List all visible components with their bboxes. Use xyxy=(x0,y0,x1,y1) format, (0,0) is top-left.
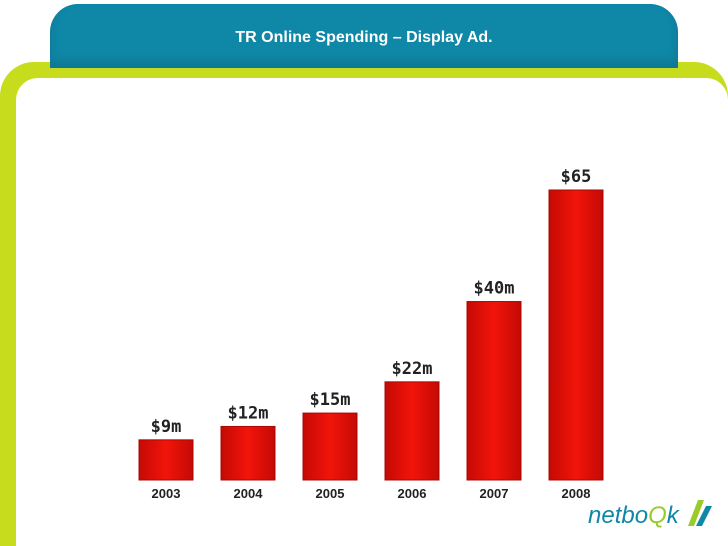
bar-2003 xyxy=(138,439,194,481)
x-tick-2004: 2004 xyxy=(234,486,264,501)
slide-frame xyxy=(0,62,728,546)
x-tick-2007: 2007 xyxy=(480,486,509,501)
logo-mark-icon xyxy=(688,500,712,526)
x-tick-2006: 2006 xyxy=(398,486,427,501)
x-tick-2003: 2003 xyxy=(152,486,181,501)
bar-2007 xyxy=(466,301,522,481)
bar-2004 xyxy=(220,425,276,481)
slide-canvas xyxy=(16,78,728,546)
bar-2008 xyxy=(548,189,604,481)
data-label-2008: $65 xyxy=(561,167,592,187)
data-label-2007: $40m xyxy=(474,279,515,299)
logo-text: netboQk xyxy=(588,502,679,529)
data-label-2006: $22m xyxy=(392,359,433,379)
data-label-2003: $9m xyxy=(151,417,182,437)
x-tick-2008: 2008 xyxy=(562,486,591,501)
data-label-2005: $15m xyxy=(310,390,351,410)
bar-2005 xyxy=(302,412,358,481)
netboqk-logo: netboQk xyxy=(584,496,724,536)
bar-2006 xyxy=(384,381,440,481)
title-banner: TR Online Spending – Display Ad. xyxy=(50,4,678,68)
x-tick-2005: 2005 xyxy=(316,486,345,501)
data-label-2004: $12m xyxy=(228,403,269,423)
chart-title: TR Online Spending – Display Ad. xyxy=(235,29,493,46)
